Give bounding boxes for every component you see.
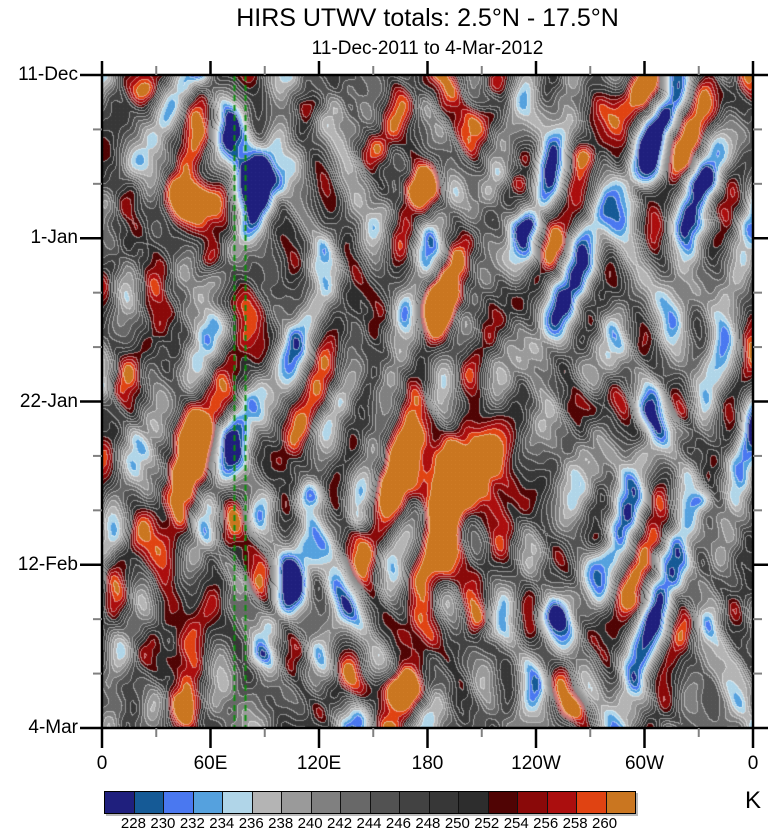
colorbar-tick-label: 242 [327,815,353,830]
y-tick-label: 4-Mar [28,717,78,738]
colorbar-cell [429,792,459,813]
colorbar-cell [223,792,253,813]
y-tick-label: 12-Feb [17,553,78,575]
colorbar-tick-label: 254 [503,815,529,830]
colorbar-cell [400,792,430,813]
colorbar-cell [105,792,135,813]
colorbar-cell [252,792,282,813]
colorbar-tick-label: 230 [150,815,176,830]
x-tick-label: 0 [96,753,108,774]
colorbar-cell [164,792,194,813]
colorbar-cell [577,792,607,813]
colorbar-cell [488,792,518,813]
x-tick-label: 0 [747,753,759,774]
colorbar-cell [370,792,400,813]
chart-subtitle: 11-Dec-2011 to 4-Mar-2012 [311,38,544,59]
colorbar-cell [134,792,164,813]
colorbar-cell [282,792,312,813]
colorbar-cell [193,792,223,813]
y-tick-label: 11-Dec [18,64,78,85]
colorbar-cell [606,792,635,813]
colorbar-tick-label: 248 [415,815,441,830]
colorbar-tick-label: 256 [533,815,559,830]
chart-title: HIRS UTWV totals: 2.5°N - 17.5°N [236,4,619,32]
colorbar-tick-label: 240 [297,815,323,830]
colorbar-tick-label: 244 [356,815,382,830]
x-tick-label: 120W [511,753,561,774]
colorbar-cell [518,792,548,813]
y-tick-label: 22-Jan [19,390,78,412]
colorbar-tick-label: 258 [562,815,588,830]
colorbar-cell [341,792,371,813]
x-tick-label: 180 [411,753,444,774]
colorbar-tick-label: 260 [592,815,618,830]
colorbar [104,791,636,814]
colorbar-tick-label: 238 [268,815,294,830]
contour-field-canvas [102,75,753,728]
x-tick-label: 60W [624,753,665,774]
colorbar-tick-label: 234 [209,815,235,830]
colorbar-tick-label: 252 [474,815,500,830]
colorbar-unit-label: K [744,787,761,814]
colorbar-tick-label: 246 [385,815,411,830]
colorbar-tick-label: 228 [120,815,146,830]
colorbar-cell [547,792,577,813]
colorbar-cell [459,792,489,813]
colorbar-tick-label: 236 [238,815,264,830]
x-tick-label: 120E [296,753,342,774]
colorbar-cell [311,792,341,813]
x-tick-label: 60E [193,753,228,774]
colorbar-tick-label: 232 [179,815,205,830]
colorbar-tick-label: 250 [444,815,470,830]
y-tick-label: 1-Jan [30,227,78,249]
